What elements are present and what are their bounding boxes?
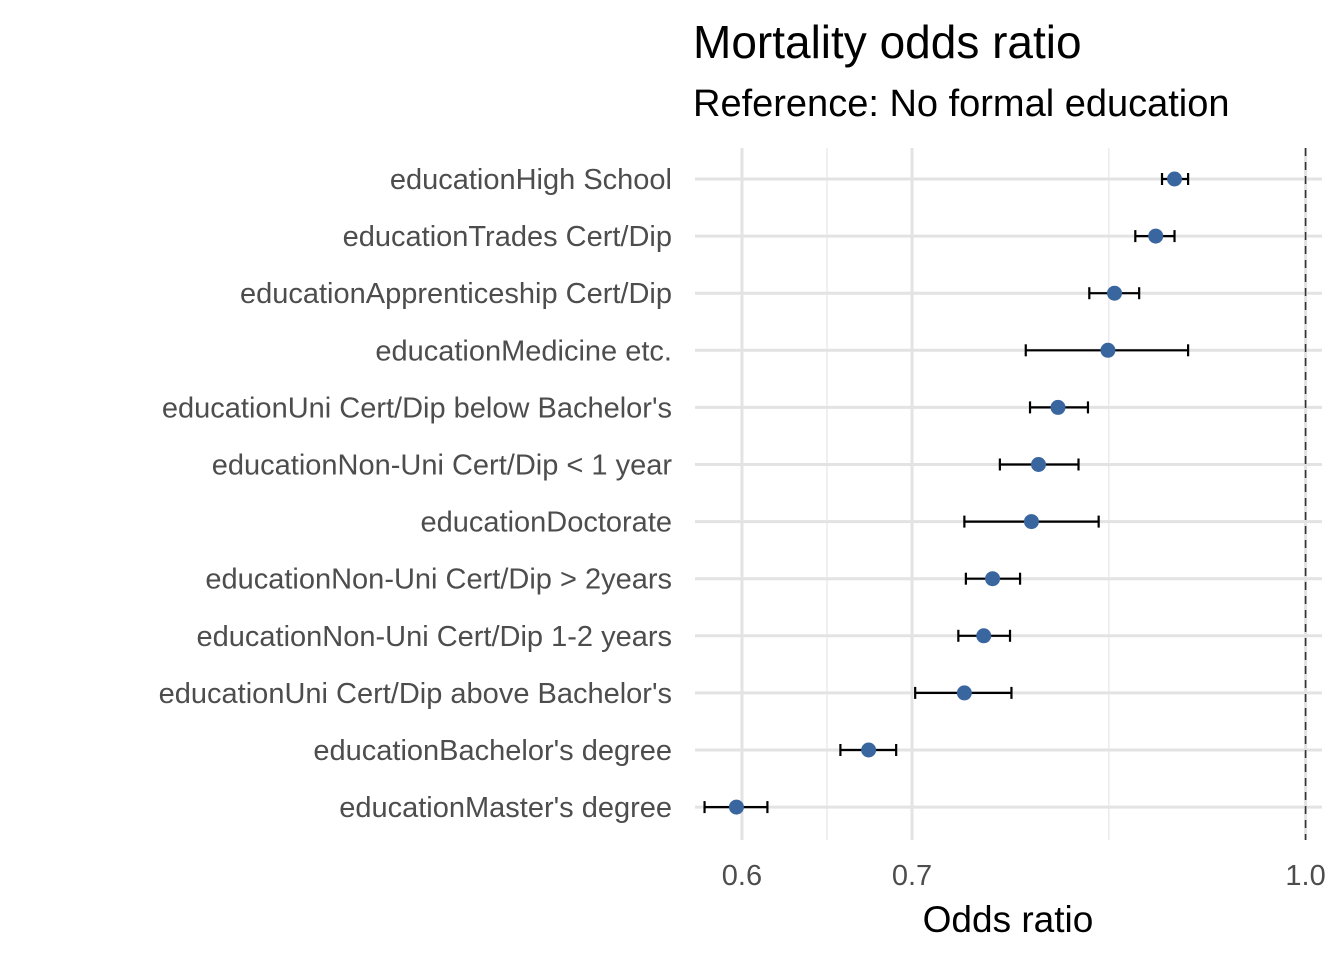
y-tick-label: educationUni Cert/Dip below Bachelor's — [162, 392, 672, 424]
y-tick-label: educationNon-Uni Cert/Dip > 2years — [205, 564, 672, 596]
estimate-point — [956, 685, 972, 701]
estimate-point — [1167, 171, 1183, 187]
y-tick-label: educationMedicine etc. — [375, 335, 672, 367]
chart-title: Mortality odds ratio — [693, 16, 1082, 68]
y-tick-label: educationApprenticeship Cert/Dip — [240, 278, 672, 310]
y-tick-label: educationNon-Uni Cert/Dip < 1 year — [212, 450, 673, 482]
estimate-point — [976, 628, 992, 644]
y-tick-label: educationHigh School — [390, 164, 672, 196]
estimate-point — [861, 742, 877, 758]
chart-subtitle: Reference: No formal education — [693, 83, 1230, 125]
y-tick-label: educationTrades Cert/Dip — [343, 221, 672, 253]
x-tick-label: 0.7 — [892, 860, 932, 892]
x-tick-label: 0.6 — [722, 860, 762, 892]
estimate-point — [1107, 285, 1123, 301]
estimate-point — [1100, 342, 1116, 358]
x-axis-title: Odds ratio — [923, 899, 1094, 940]
y-tick-label: educationNon-Uni Cert/Dip 1-2 years — [197, 621, 673, 653]
y-axis-labels: educationHigh School educationTrades Cert… — [159, 164, 673, 824]
estimate-point — [985, 571, 1001, 587]
y-tick-label: educationUni Cert/Dip above Bachelor's — [159, 678, 672, 710]
y-tick-label: educationBachelor's degree — [313, 735, 672, 767]
points — [728, 171, 1183, 815]
grid — [695, 148, 1322, 840]
estimate-point — [1050, 399, 1066, 415]
estimate-point — [728, 799, 744, 815]
error-bars — [703, 173, 1190, 814]
x-tick-label: 1.0 — [1285, 860, 1325, 892]
estimate-point — [1148, 228, 1164, 244]
estimate-point — [1023, 514, 1039, 530]
x-axis-labels: 0.6 0.7 1.0 — [722, 860, 1326, 892]
estimate-point — [1030, 457, 1046, 472]
y-tick-label: educationMaster's degree — [339, 792, 672, 824]
y-tick-label: educationDoctorate — [421, 507, 673, 539]
